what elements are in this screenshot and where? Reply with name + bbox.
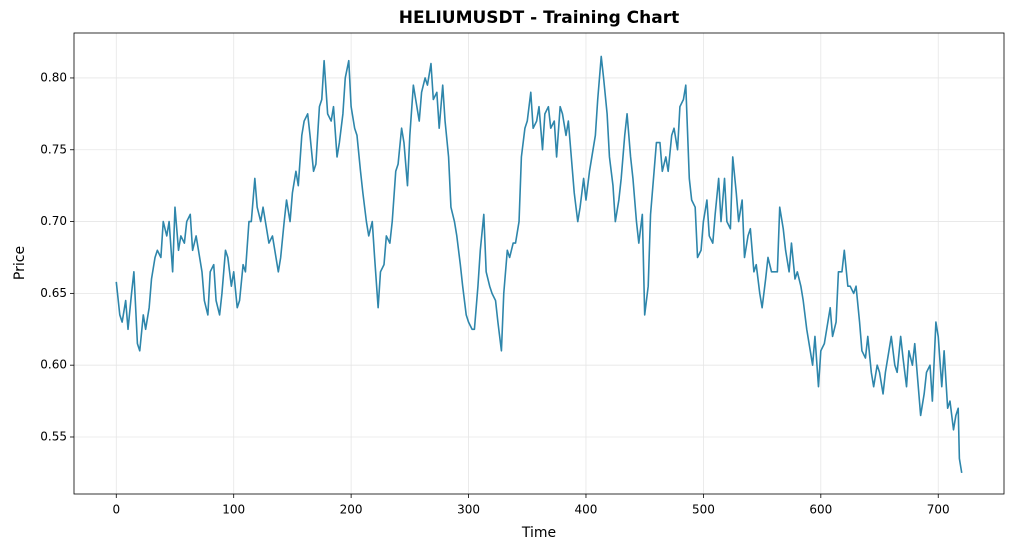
y-tick-label: 0.65 (40, 286, 67, 300)
chart-title: HELIUMUSDT - Training Chart (399, 8, 679, 28)
x-tick-label: 300 (457, 503, 480, 517)
y-tick-label: 0.75 (40, 142, 67, 156)
x-tick-label: 200 (340, 503, 363, 517)
y-tick-label: 0.70 (40, 214, 67, 228)
x-tick-label: 0 (112, 503, 120, 517)
x-axis-label: Time (521, 525, 556, 541)
plot-frame (73, 32, 1005, 495)
y-tick-label: 0.60 (40, 358, 67, 372)
x-tick-label: 500 (692, 503, 715, 517)
price-line (115, 55, 963, 474)
x-tick-label: 600 (809, 503, 832, 517)
y-axis-label: Price (12, 246, 28, 280)
y-tick-label: 0.80 (40, 70, 67, 84)
x-tick-label: 700 (927, 503, 950, 517)
y-tick-label: 0.55 (40, 429, 67, 443)
x-tick-label: 400 (575, 503, 598, 517)
x-tick-label: 100 (222, 503, 245, 517)
